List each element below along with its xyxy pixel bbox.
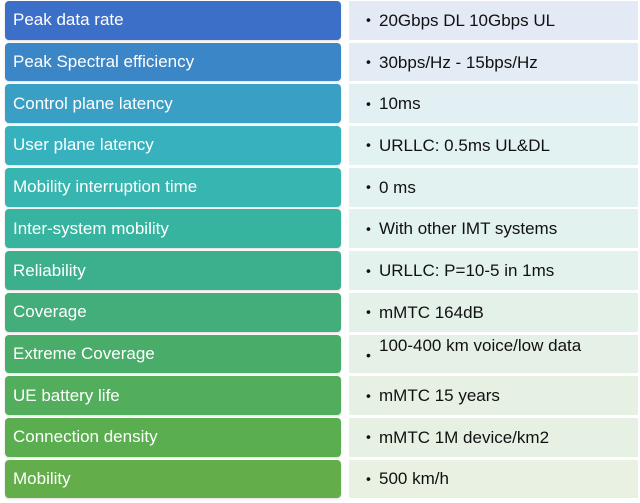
row-value-cell: • mMTC 15 years [349, 376, 638, 415]
table-row: Reliability • URLLC: P=10-5 in 1ms [0, 251, 640, 290]
row-value-cell: • 10ms [349, 84, 638, 124]
table-row: Peak Spectral efficiency • 30bps/Hz - 15… [0, 42, 640, 82]
bullet-icon: • [366, 178, 371, 195]
row-value-cell: • URLLC: P=10-5 in 1ms [349, 251, 638, 290]
table-row: Extreme Coverage • 100-400 km voice/low … [0, 334, 640, 374]
table-row: UE battery life • mMTC 15 years [0, 376, 640, 415]
row-label: Peak data rate [5, 1, 341, 40]
bullet-icon: • [366, 11, 371, 28]
table-row: Connection density • mMTC 1M device/km2 [0, 417, 640, 457]
row-value-cell: • URLLC: 0.5ms UL&DL [349, 126, 638, 165]
table-row: Inter-system mobility • With other IMT s… [0, 209, 640, 249]
row-value: 0 ms [379, 177, 416, 197]
table-row: Peak data rate • 20Gbps DL 10Gbps UL [0, 1, 640, 40]
bullet-icon: • [366, 220, 371, 237]
table-row: User plane latency • URLLC: 0.5ms UL&DL [0, 126, 640, 165]
row-label: Mobility [5, 459, 341, 499]
row-value: mMTC 1M device/km2 [379, 427, 550, 447]
bullet-icon: • [366, 136, 371, 153]
table-row: Coverage • mMTC 164dB [0, 292, 640, 332]
row-value-cell: • 0 ms [349, 167, 638, 207]
row-value: 500 km/h [379, 469, 449, 489]
row-value: 20Gbps DL 10Gbps UL [379, 10, 556, 30]
row-label: Peak Spectral efficiency [5, 42, 341, 82]
bullet-icon: • [366, 470, 371, 487]
row-label: UE battery life [5, 376, 341, 415]
row-value: URLLC: 0.5ms UL&DL [379, 135, 551, 155]
bullet-icon: • [366, 346, 371, 363]
row-label: Coverage [5, 292, 341, 332]
bullet-icon: • [366, 95, 371, 112]
bullet-icon: • [366, 262, 371, 279]
row-label: Connection density [5, 417, 341, 457]
table-row: Control plane latency • 10ms [0, 84, 640, 124]
row-value: mMTC 15 years [379, 386, 500, 406]
row-value-cell: • 500 km/h [349, 459, 638, 499]
row-value-cell: • mMTC 1M device/km2 [349, 417, 638, 457]
bullet-icon: • [366, 387, 371, 404]
row-value-cell: • 30bps/Hz - 15bps/Hz [349, 42, 638, 82]
row-label: Reliability [5, 251, 341, 290]
row-value-cell: • 20Gbps DL 10Gbps UL [349, 1, 638, 40]
row-label: Mobility interruption time [5, 167, 341, 207]
row-label: User plane latency [5, 126, 341, 165]
row-label: Inter-system mobility [5, 209, 341, 249]
row-value: URLLC: P=10-5 in 1ms [379, 261, 555, 281]
row-value: With other IMT systems [379, 219, 558, 239]
row-value-cell: • 100-400 km voice/low data [349, 334, 638, 374]
table-row: Mobility • 500 km/h [0, 459, 640, 499]
bullet-icon: • [366, 53, 371, 70]
table-row: Mobility interruption time • 0 ms [0, 167, 640, 207]
bullet-icon: • [366, 303, 371, 320]
row-value: 10ms [379, 94, 421, 114]
row-value-cell: • With other IMT systems [349, 209, 638, 249]
row-value-cell: • mMTC 164dB [349, 292, 638, 332]
row-value: 30bps/Hz - 15bps/Hz [379, 52, 538, 72]
row-label: Extreme Coverage [5, 334, 341, 374]
row-label: Control plane latency [5, 84, 341, 124]
row-value: mMTC 164dB [379, 302, 484, 322]
row-value: 100-400 km voice/low data [379, 335, 582, 355]
bullet-icon: • [366, 428, 371, 445]
